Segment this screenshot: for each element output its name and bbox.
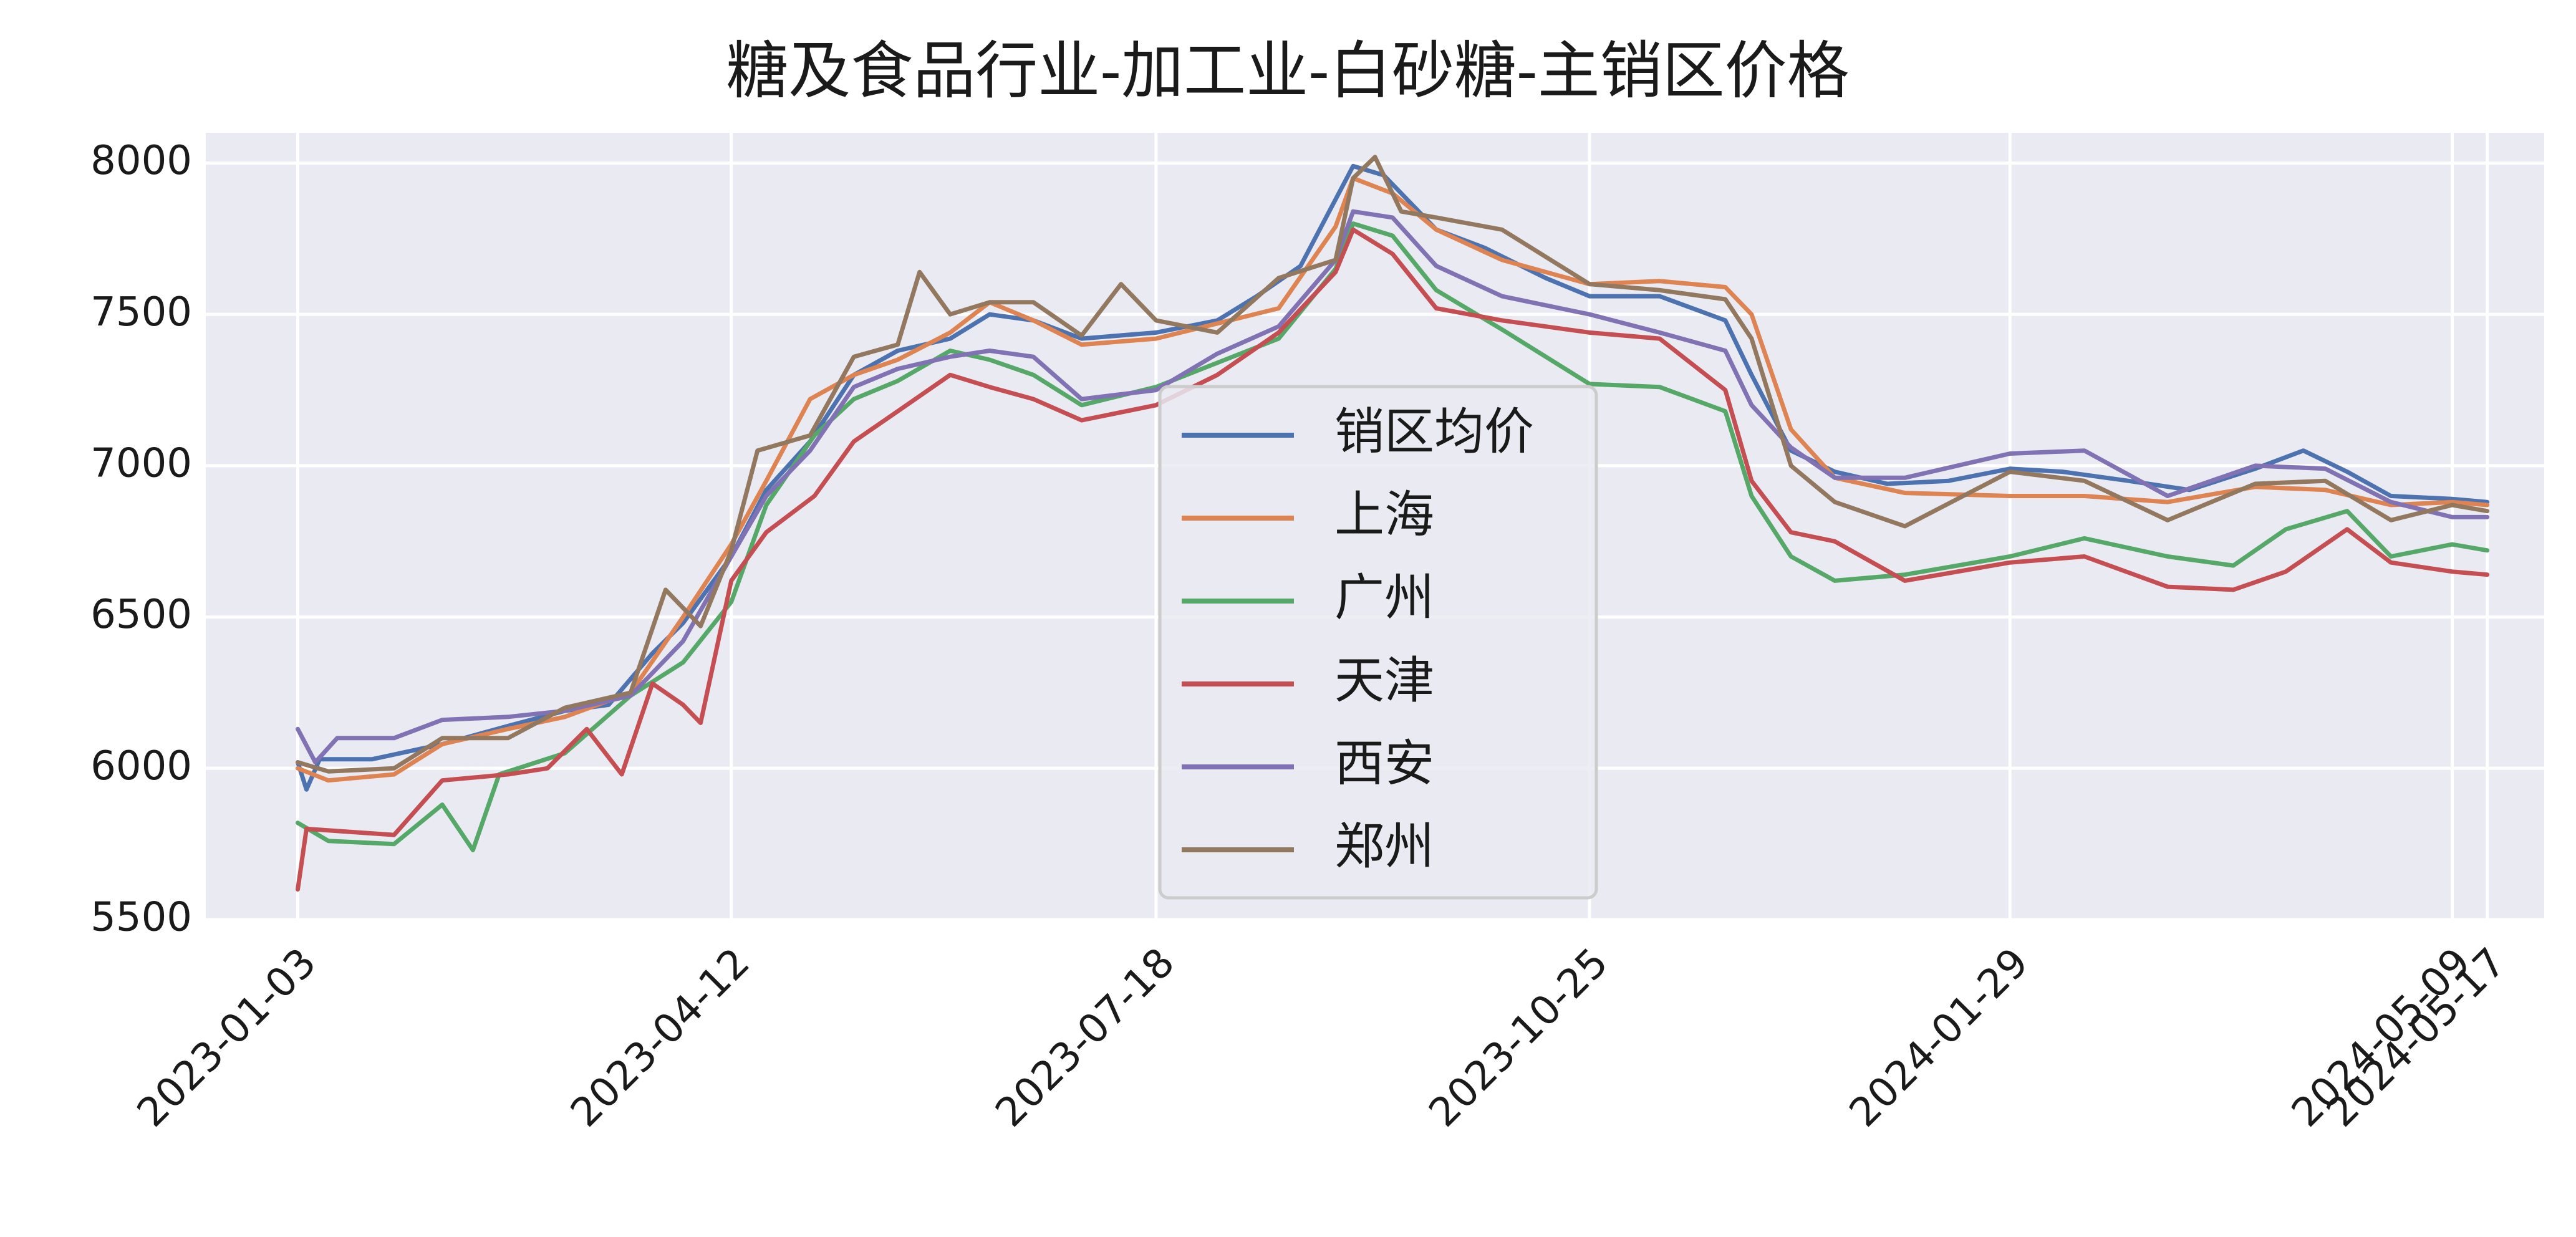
x-tick-label: 2024-05-17 bbox=[2318, 940, 2515, 1136]
legend-label: 上海 bbox=[1334, 486, 1434, 544]
y-tick-label: 6000 bbox=[90, 743, 192, 789]
x-tick-label: 2023-04-12 bbox=[562, 940, 758, 1136]
chart-title: 糖及食品行业-加工业-白砂糖-主销区价格 bbox=[726, 34, 1849, 107]
legend-label: 广州 bbox=[1334, 569, 1434, 627]
y-tick-label: 5500 bbox=[90, 895, 192, 941]
y-tick-label: 7000 bbox=[90, 441, 192, 487]
x-tick-label: 2023-10-25 bbox=[1421, 940, 1617, 1136]
legend-box bbox=[1158, 385, 1598, 900]
series-lines bbox=[296, 155, 2490, 892]
x-tick-label: 2023-07-18 bbox=[987, 940, 1184, 1136]
x-tick-label: 2024-01-29 bbox=[1841, 940, 2037, 1136]
series-line-5 bbox=[296, 209, 2490, 765]
x-tick-label: 2024-05-09 bbox=[2283, 940, 2479, 1136]
y-tick-label: 7500 bbox=[90, 289, 192, 335]
series-line-4 bbox=[296, 227, 2490, 892]
x-tick-label: 2023-01-03 bbox=[128, 940, 325, 1136]
series-line-6 bbox=[296, 155, 2490, 774]
legend-label: 西安 bbox=[1334, 734, 1434, 792]
x-axis-ticks: 2023-01-03 2023-04-12 2023-07-18 2023-10-25… bbox=[128, 940, 2515, 1136]
legend-label: 销区均价 bbox=[1334, 403, 1534, 461]
legend-label: 天津 bbox=[1334, 652, 1434, 710]
y-tick-label: 6500 bbox=[90, 592, 192, 638]
y-axis-ticks: 5500 6000 6500 7000 7500 8000 bbox=[90, 138, 192, 940]
legend-label: 郑州 bbox=[1334, 817, 1434, 875]
y-tick-label: 8000 bbox=[90, 138, 192, 184]
